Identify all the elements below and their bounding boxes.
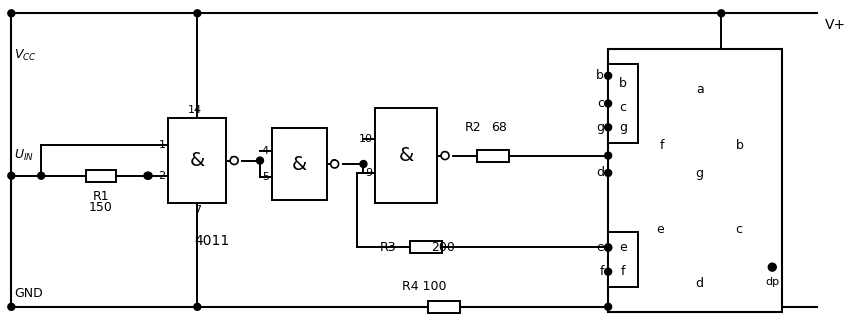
Bar [607,232,637,287]
Circle shape [604,268,611,275]
Text: GND: GND [14,288,43,300]
Circle shape [717,10,724,17]
Circle shape [230,157,238,165]
Text: 2: 2 [158,171,165,181]
Circle shape [604,152,611,159]
Text: f: f [620,265,625,278]
Text: d: d [596,166,603,179]
Text: $V_{CC}$: $V_{CC}$ [14,48,37,63]
Text: e: e [596,241,603,254]
Text: R4 100: R4 100 [401,280,446,293]
Text: 7: 7 [193,205,201,215]
Circle shape [145,172,152,179]
Circle shape [193,303,200,310]
Bar [428,301,459,313]
Text: e: e [655,223,663,236]
Text: 3: 3 [229,156,236,166]
Text: b: b [596,69,603,82]
Text: R2: R2 [464,121,481,134]
Text: b: b [619,77,626,90]
Circle shape [8,10,14,17]
Circle shape [604,72,611,79]
Text: &: & [291,154,307,174]
Text: f: f [599,265,603,278]
Circle shape [360,161,366,167]
Text: g: g [695,167,703,180]
Text: 68: 68 [490,121,506,134]
Bar [86,170,116,182]
Text: d: d [695,277,703,290]
Circle shape [768,263,775,271]
Circle shape [8,172,14,179]
Circle shape [193,10,200,17]
Text: R1: R1 [92,190,109,203]
Text: c: c [596,97,603,110]
Text: 8: 8 [440,151,446,161]
Text: g: g [619,121,626,134]
Text: c: c [734,223,741,236]
Circle shape [8,303,14,310]
Bar [476,150,508,162]
Bar [607,49,781,312]
Text: 150: 150 [89,201,112,213]
Text: g: g [596,121,603,134]
Bar [375,109,436,203]
Bar [272,128,326,200]
Text: f: f [659,139,663,152]
Circle shape [604,169,611,176]
Text: 9: 9 [365,168,372,178]
Text: &: & [189,151,204,170]
Text: 5: 5 [262,172,268,182]
Circle shape [604,100,611,107]
Text: V+: V+ [824,18,845,32]
Circle shape [604,244,611,251]
Bar [607,64,637,143]
Text: e: e [619,241,626,254]
Text: 4: 4 [262,146,268,156]
Text: dp: dp [764,277,779,287]
Bar [410,241,441,253]
Text: 14: 14 [188,106,202,116]
Circle shape [144,172,151,179]
Text: 6: 6 [329,159,337,169]
Circle shape [604,303,611,310]
Text: 10: 10 [358,134,372,144]
Text: c: c [619,101,626,114]
Text: a: a [695,83,703,96]
Circle shape [331,160,338,168]
Circle shape [604,124,611,131]
Text: 1: 1 [158,140,165,150]
Circle shape [37,172,44,179]
Text: 4011: 4011 [194,234,230,248]
Circle shape [604,244,611,251]
Circle shape [440,152,448,160]
Text: b: b [734,139,742,152]
Bar [169,119,226,203]
Circle shape [256,157,263,164]
Text: 200: 200 [430,241,454,254]
Text: &: & [398,146,413,165]
Text: $U_{IN}$: $U_{IN}$ [14,147,34,163]
Text: R3: R3 [379,241,396,254]
